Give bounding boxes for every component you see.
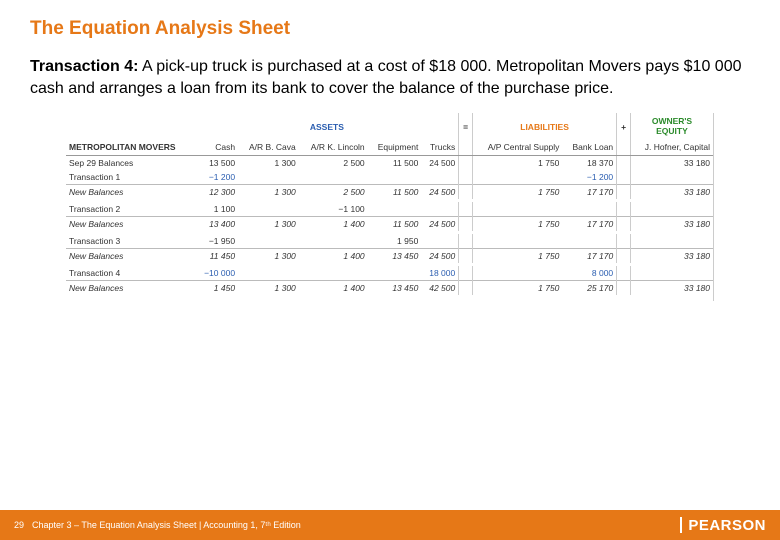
owners-equity-heading: OWNER'SEQUITY [630, 113, 713, 140]
table-row: New Balances13 4001 3001 40011 50024 500… [66, 216, 713, 231]
col-bank-loan: Bank Loan [562, 140, 616, 156]
col-trucks: Trucks [421, 140, 458, 156]
table-row: Transaction 4−10 00018 0008 000 [66, 266, 713, 281]
column-header-row: METROPOLITAN MOVERS Cash A/R B. Cava A/R… [66, 140, 713, 156]
table-row: Sep 29 Balances13 5001 3002 50011 50024 … [66, 155, 713, 170]
col-capital: J. Hofner, Capital [630, 140, 713, 156]
footer-bar: 29 Chapter 3 – The Equation Analysis She… [0, 510, 780, 540]
company-name: METROPOLITAN MOVERS [69, 142, 176, 152]
table-row: New Balances12 3001 3002 50011 50024 500… [66, 184, 713, 199]
table-row: Transaction 3−1 9501 950 [66, 234, 713, 249]
liabilities-heading: LIABILITIES [472, 113, 616, 140]
assets-heading: ASSETS [196, 113, 459, 140]
table-row: Transaction 1−1 200−1 200 [66, 170, 713, 185]
page-title: The Equation Analysis Sheet [30, 18, 750, 40]
table-row: New Balances11 4501 3001 40013 45024 500… [66, 248, 713, 263]
page-number: 29 [14, 520, 24, 530]
pearson-logo: PEARSON [680, 517, 766, 534]
equals-sign: = [459, 113, 473, 140]
col-equipment: Equipment [368, 140, 422, 156]
section-header-row: ASSETS = LIABILITIES + OWNER'SEQUITY [66, 113, 713, 140]
transaction-description: Transaction 4: A pick-up truck is purcha… [30, 56, 750, 99]
table-row: New Balances1 4501 3001 40013 45042 5001… [66, 280, 713, 295]
col-ap-central: A/P Central Supply [472, 140, 562, 156]
equation-table: ASSETS = LIABILITIES + OWNER'SEQUITY MET… [66, 113, 714, 301]
col-cash: Cash [196, 140, 239, 156]
table-row: Transaction 21 100−1 100 [66, 202, 713, 217]
col-ar-cava: A/R B. Cava [238, 140, 299, 156]
footer-text: Chapter 3 – The Equation Analysis Sheet … [32, 520, 301, 530]
transaction-label: Transaction 4: [30, 58, 138, 75]
plus-sign: + [617, 113, 631, 140]
col-ar-lincoln: A/R K. Lincoln [299, 140, 368, 156]
pearson-bar-icon [680, 517, 682, 533]
